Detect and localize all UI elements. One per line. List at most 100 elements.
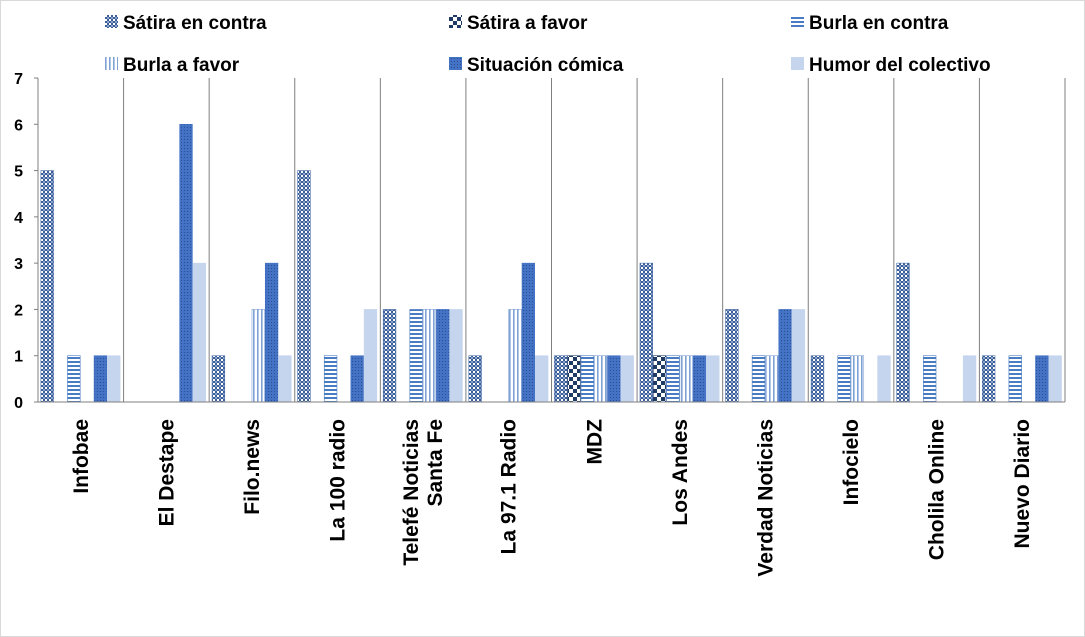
bar-telefe-noticias-santa-fe-humor-del-colectivo [449,309,463,403]
legend-item-burla-a-favor: Burla a favor [105,55,240,76]
bar-la-97-1-radio-satira-en-contra [468,355,482,403]
bar-los-andes-burla-a-favor [679,355,693,403]
legend-item-satira-en-contra: Sátira en contra [105,13,267,34]
bar-infobae-satira-en-contra [40,170,54,403]
x-tick-mdz: MDZ [583,419,606,465]
legend: Sátira en contra Sátira a favor Burla en c… [105,13,991,76]
bar-mdz-satira-a-favor [567,355,581,403]
x-tick-cholila-online: Cholila Online [926,419,949,560]
bar-cholila-online-satira-en-contra [896,262,910,403]
bar-nuevo-diario-burla-en-contra [1008,355,1022,403]
bar-infobae-burla-en-contra [67,355,81,403]
x-tick-label: La 100 radio [327,419,350,542]
bar-mdz-burla-a-favor [593,355,608,403]
bar-cholila-online-burla-en-contra [923,355,937,403]
legend-item-situacion-comica: Situación cómica [449,55,624,76]
x-tick-label: La 97.1 Radio [498,419,521,554]
bar-infocielo-burla-a-favor [850,355,865,403]
x-tick-infobae: Infobae [70,419,93,494]
bar-infobae-humor-del-colectivo [107,355,121,403]
bar-la-97-1-radio-burla-a-favor [508,309,522,403]
bar-los-andes-humor-del-colectivo [706,355,720,403]
axes [37,78,1065,403]
legend-label-satira-a-favor: Sátira a favor [467,13,588,34]
legend-swatch-burla-en-contra [791,15,804,28]
x-tick-label: Verdad Noticias [754,419,777,577]
legend-swatch-humor-del-colectivo [791,57,804,70]
x-tick-los-andes: Los Andes [669,419,692,526]
y-tick-label: 7 [14,71,23,88]
y-tick-label: 5 [14,164,23,181]
bar-verdad-noticias-humor-del-colectivo [791,309,806,403]
x-axis-ticks: Infobae El Destape Filo.news La 100 radio Te… [70,419,1034,577]
legend-label-situacion-comica: Situación cómica [467,55,624,76]
bar-verdad-noticias-situacion-comica [778,309,792,403]
x-tick-label: Telefé NoticiasSanta Fe [400,419,447,566]
y-tick-label: 3 [14,256,23,273]
y-tick-label: 4 [14,210,23,227]
bar-infocielo-satira-en-contra [810,355,825,403]
bar-filo-news-situacion-comica [264,262,279,403]
bar-nuevo-diario-satira-en-contra [982,355,996,403]
bar-filo-news-humor-del-colectivo [278,355,292,403]
bar-la-100-radio-satira-en-contra [297,170,311,403]
x-tick-label: Filo.news [241,419,264,515]
x-tick-label: Infocielo [840,419,863,505]
legend-swatch-satira-a-favor [449,15,462,28]
legend-item-humor-del-colectivo: Humor del colectivo [791,55,991,76]
legend-swatch-satira-en-contra [105,15,118,28]
legend-label-humor-del-colectivo: Humor del colectivo [809,55,991,76]
x-tick-la-97-1-radio: La 97.1 Radio [498,419,521,554]
y-tick-label: 6 [14,117,23,134]
bar-la-97-1-radio-situacion-comica [521,262,536,403]
bar-los-andes-satira-en-contra [639,262,653,403]
bar-la-100-radio-situacion-comica [350,355,364,403]
bar-telefe-noticias-santa-fe-situacion-comica [436,309,450,403]
bar-los-andes-situacion-comica [692,355,707,403]
y-axis-ticks: 0 1 2 3 4 5 6 7 [14,71,38,412]
bar-nuevo-diario-situacion-comica [1035,355,1049,403]
bar-mdz-situacion-comica [607,355,621,403]
bar-los-andes-satira-a-favor [652,355,667,403]
x-tick-infocielo: Infocielo [840,419,863,505]
x-tick-label: Nuevo Diario [1011,419,1034,549]
bar-la-100-radio-burla-en-contra [323,355,338,403]
bar-telefe-noticias-santa-fe-satira-en-contra [382,309,397,403]
x-tick-label: Cholila Online [926,419,949,560]
legend-item-satira-a-favor: Sátira a favor [449,13,588,34]
x-tick-label: El Destape [155,419,178,526]
bar-verdad-noticias-satira-en-contra [725,309,739,403]
y-tick-label: 0 [14,395,23,412]
bar-mdz-burla-en-contra [580,355,594,403]
x-tick-label: Los Andes [669,419,692,526]
x-tick-filo-news: Filo.news [241,419,264,515]
category-separators [123,78,1066,402]
x-tick-la-100-radio: La 100 radio [327,419,350,542]
y-tick-label: 2 [14,302,23,319]
x-tick-label: MDZ [583,419,606,465]
x-tick-nuevo-diario: Nuevo Diario [1011,419,1034,549]
bar-infocielo-burla-en-contra [837,355,851,403]
x-tick-telefe-noticias-santa-fe: Telefé NoticiasSanta Fe [400,419,447,566]
x-tick-verdad-noticias: Verdad Noticias [754,419,777,577]
bar-la-97-1-radio-humor-del-colectivo [535,355,549,403]
bar-nuevo-diario-humor-del-colectivo [1048,355,1062,403]
legend-label-burla-en-contra: Burla en contra [809,13,949,34]
bar-mdz-humor-del-colectivo [620,355,634,403]
legend-label-burla-a-favor: Burla a favor [123,55,240,76]
bar-cholila-online-humor-del-colectivo [962,355,977,403]
bar-filo-news-burla-a-favor [251,309,265,403]
bar-verdad-noticias-burla-en-contra [751,355,766,403]
bar-infobae-situacion-comica [93,355,108,403]
x-tick-el-destape: El Destape [155,419,178,526]
bar-telefe-noticias-santa-fe-burla-a-favor [422,309,437,403]
bar-el-destape-situacion-comica [179,123,193,403]
y-tick-label: 1 [14,349,23,366]
legend-item-burla-en-contra: Burla en contra [791,13,949,34]
bar-mdz-satira-en-contra [554,355,568,403]
legend-label-satira-en-contra: Sátira en contra [123,13,267,34]
bar-la-100-radio-humor-del-colectivo [363,309,378,403]
legend-swatch-situacion-comica [449,57,462,70]
